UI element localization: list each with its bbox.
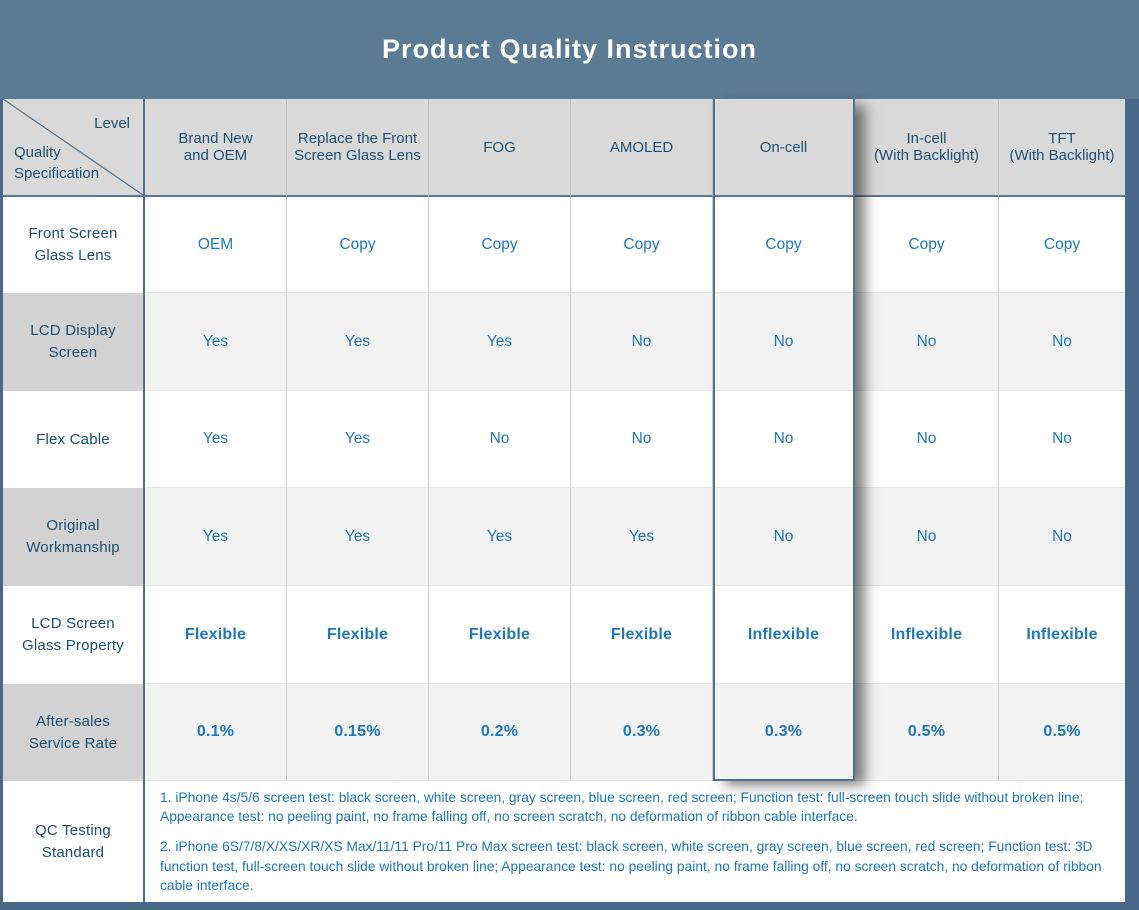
table-cell: 0.3% — [713, 684, 855, 781]
table-cell: Copy — [571, 197, 713, 293]
table-cell: Copy — [713, 197, 855, 293]
corner-header-cell: Level Quality Specification — [3, 99, 145, 197]
table-cell: Inflexible — [855, 586, 999, 684]
table-cell: No — [429, 391, 571, 488]
table-cell: Flexible — [571, 586, 713, 684]
qc-paragraph-1: 1. iPhone 4s/5/6 screen test: black scre… — [160, 789, 1084, 825]
row-label-lcd-screen-glass-property: LCD Screen Glass Property — [3, 586, 145, 684]
row-label-front-screen-glass-lens: Front Screen Glass Lens — [3, 197, 145, 293]
table-cell: Yes — [145, 293, 287, 391]
table-cell: 0.15% — [287, 684, 429, 781]
table-cell: Yes — [145, 488, 287, 586]
column-header-tft: TFT (With Backlight) — [999, 99, 1125, 197]
table-cell: 0.2% — [429, 684, 571, 781]
table-cell: Copy — [429, 197, 571, 293]
column-header-amoled: AMOLED — [571, 99, 713, 197]
table-cell: No — [571, 391, 713, 488]
table-cell: Yes — [287, 391, 429, 488]
page-title: Product Quality Instruction — [381, 34, 758, 64]
corner-quality-label: Quality Specification — [14, 143, 100, 183]
table-cell: No — [999, 391, 1125, 488]
quality-table-grid: Level Quality Specification Brand New an… — [3, 99, 1125, 902]
table-cell: Yes — [287, 488, 429, 586]
row-label-after-sales-service-rate: After-sales Service Rate — [3, 684, 145, 781]
quality-table: Level Quality Specification Brand New an… — [0, 99, 1139, 910]
table-cell: No — [713, 391, 855, 488]
table-cell: No — [713, 293, 855, 391]
table-cell: OEM — [145, 197, 287, 293]
table-cell: 0.5% — [999, 684, 1125, 781]
table-cell: Yes — [429, 488, 571, 586]
table-cell: 0.3% — [571, 684, 713, 781]
qc-testing-standard-text: 1. iPhone 4s/5/6 screen test: black scre… — [145, 781, 1125, 902]
row-label-lcd-display-screen: LCD Display Screen — [3, 293, 145, 391]
table-cell: Copy — [287, 197, 429, 293]
table-cell: No — [713, 488, 855, 586]
column-header-brand-new-oem: Brand New and OEM — [145, 99, 287, 197]
row-label-flex-cable: Flex Cable — [3, 391, 145, 488]
table-cell: Yes — [429, 293, 571, 391]
row-label-qc-testing-standard: QC Testing Standard — [3, 781, 145, 902]
column-header-on-cell: On-cell — [713, 99, 855, 197]
table-cell: Copy — [855, 197, 999, 293]
table-cell: No — [855, 293, 999, 391]
column-header-fog: FOG — [429, 99, 571, 197]
column-header-in-cell: In-cell (With Backlight) — [855, 99, 999, 197]
table-cell: Yes — [145, 391, 287, 488]
table-cell: No — [855, 391, 999, 488]
column-header-replace-front-glass: Replace the Front Screen Glass Lens — [287, 99, 429, 197]
table-cell: Inflexible — [713, 586, 855, 684]
table-cell: Flexible — [287, 586, 429, 684]
table-cell: Flexible — [429, 586, 571, 684]
table-cell: Copy — [999, 197, 1125, 293]
table-cell: 0.1% — [145, 684, 287, 781]
table-cell: 0.5% — [855, 684, 999, 781]
table-cell: Inflexible — [999, 586, 1125, 684]
table-cell: No — [999, 293, 1125, 391]
table-cell: No — [999, 488, 1125, 586]
qc-paragraph-2: 2. iPhone 6S/7/8/X/XS/XR/XS Max/11/11 Pr… — [160, 839, 1102, 893]
diagonal-divider — [3, 99, 143, 195]
row-label-original-workmanship: Original Workmanship — [3, 488, 145, 586]
table-cell: Yes — [287, 293, 429, 391]
title-bar: Product Quality Instruction — [0, 0, 1139, 99]
table-cell: No — [855, 488, 999, 586]
table-cell: Flexible — [145, 586, 287, 684]
corner-level-label: Level — [94, 115, 130, 132]
table-cell: Yes — [571, 488, 713, 586]
table-cell: No — [571, 293, 713, 391]
